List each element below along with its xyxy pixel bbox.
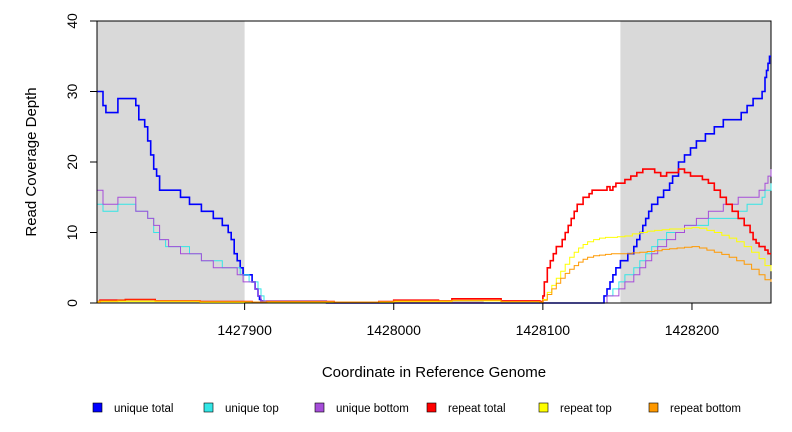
legend-label: unique bottom: [336, 403, 409, 415]
x-tick-label: 1428200: [665, 322, 720, 338]
shaded-region-1: [97, 21, 245, 303]
legend-swatch: [648, 402, 659, 413]
y-tick-label: 20: [64, 154, 80, 170]
legend-swatch: [538, 402, 549, 413]
legend-item-unique-total: unique total: [92, 402, 173, 415]
legend-item-repeat-total: repeat total: [426, 402, 506, 415]
legend-swatch: [203, 402, 214, 413]
y-tick-label: 40: [64, 13, 80, 29]
series-line-repeat-bottom: [97, 246, 772, 303]
legend-swatch: [426, 402, 437, 413]
legend-label: unique top: [225, 403, 279, 415]
y-axis-title: Read Coverage Depth: [23, 87, 40, 236]
y-tick-label: 30: [64, 84, 80, 100]
legend-label: unique total: [114, 403, 173, 415]
legend-label: repeat total: [448, 403, 506, 415]
legend-item-repeat-top: repeat top: [538, 402, 612, 415]
x-tick-label: 1428100: [516, 322, 571, 338]
x-tick-label: 1427900: [217, 322, 272, 338]
legend: unique total unique top unique bottom repea…: [92, 402, 741, 415]
legend-label: repeat bottom: [670, 403, 741, 415]
x-tick-label: 1428000: [366, 322, 421, 338]
axes: 1427900 1428000 1428100 1428200 0 10 20 30 40: [64, 13, 719, 338]
legend-swatch: [92, 402, 103, 413]
legend-swatch: [314, 402, 325, 413]
legend-item-unique-top: unique top: [203, 402, 279, 415]
legend-label: repeat top: [560, 403, 612, 415]
legend-item-unique-bottom: unique bottom: [314, 402, 409, 415]
legend-item-repeat-bottom: repeat bottom: [648, 402, 741, 415]
y-tick-label: 0: [64, 299, 80, 307]
shaded-regions: [97, 21, 771, 303]
x-axis-title: Coordinate in Reference Genome: [322, 364, 546, 381]
y-tick-label: 10: [64, 225, 80, 241]
